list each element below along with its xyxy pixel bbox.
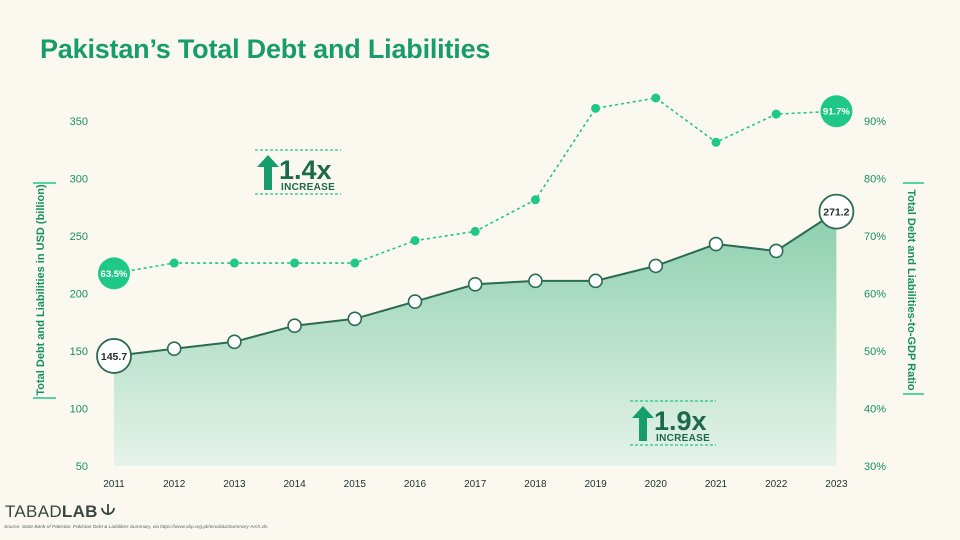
- x-tick: 2016: [404, 479, 427, 490]
- debt-point: [407, 294, 423, 309]
- annotation-text: INCREASE: [281, 182, 335, 193]
- debt-point: [528, 273, 543, 289]
- data-label: 91.7%: [823, 107, 850, 118]
- y-tick-left: 300: [70, 174, 88, 186]
- ratio-point: [410, 236, 420, 246]
- y-tick-left: 200: [70, 289, 88, 301]
- x-tick: 2020: [645, 479, 668, 490]
- data-label: 63.5%: [101, 269, 128, 280]
- arrow-up-icon: [632, 406, 654, 441]
- x-tick: 2018: [524, 479, 547, 490]
- debt-point: [347, 311, 363, 327]
- ratio-point: [169, 258, 179, 268]
- annotation-value: 1.4x: [279, 155, 332, 185]
- y-axis-label-left: Total Debt and Liabilities in USD (billi…: [35, 184, 47, 396]
- ratio-point: [470, 226, 480, 236]
- ratio-series: 63.5% 91.7%: [98, 93, 853, 290]
- ratio-point: [820, 95, 853, 128]
- x-tick: 2014: [283, 479, 306, 490]
- x-tick: 2023: [825, 479, 848, 490]
- source-note: Source: State Bank of Pakistan, Pakistan…: [4, 525, 269, 530]
- debt-point: [768, 243, 784, 259]
- debt-point: [96, 338, 132, 374]
- brand-logo: TABADLAB: [5, 502, 117, 522]
- y-tick-left: 150: [70, 346, 88, 358]
- debt-point: [166, 341, 182, 357]
- ratio-point: [229, 258, 239, 268]
- ratio-point: [591, 103, 601, 113]
- debt-point: [287, 318, 302, 334]
- ratio-point: [771, 109, 781, 119]
- ratio-point: [290, 258, 300, 268]
- ratio-point: [530, 195, 540, 205]
- ratio-point: [651, 93, 661, 103]
- x-tick: 2022: [765, 479, 788, 490]
- debt-point: [588, 273, 603, 289]
- annotation-text: INCREASE: [656, 433, 710, 444]
- ratio-point: [350, 258, 360, 268]
- y-tick-right: 90%: [864, 116, 886, 128]
- x-tick: 2011: [103, 479, 125, 490]
- arrow-up-icon: [257, 155, 279, 190]
- logo-text-left: TABAD: [5, 502, 62, 521]
- area-layer: [114, 211, 837, 466]
- debt-point: [818, 193, 855, 230]
- y-tick-right: 40%: [864, 404, 886, 416]
- debt-area: [114, 211, 837, 466]
- ratio-point: [98, 257, 130, 290]
- debt-series: 145.7 271.2: [96, 193, 855, 374]
- y-tick-left: 250: [70, 231, 88, 243]
- y-tick-left: 100: [70, 404, 88, 416]
- y-axis-label-right: Total Debt and Liabilities-to-GDP Ratio: [905, 189, 917, 391]
- x-tick: 2021: [705, 479, 728, 490]
- debt-point: [227, 334, 242, 350]
- ratio-point: [711, 137, 721, 147]
- y-tick-right: 30%: [864, 461, 886, 473]
- debt-point: [648, 258, 664, 274]
- y-tick-left: 50: [76, 461, 88, 473]
- annotation-value: 1.9x: [654, 406, 707, 436]
- data-label: 271.2: [823, 207, 849, 219]
- y-tick-right: 80%: [864, 174, 886, 186]
- y-tick-right: 60%: [864, 289, 886, 301]
- debt-point: [467, 276, 483, 292]
- x-tick: 2015: [344, 479, 367, 490]
- y-axis-right: 30% 40% 50% 60% 70% 80% 90% Total Debt and Liab…: [864, 116, 924, 473]
- y-tick-left: 350: [70, 116, 88, 128]
- logo-mark-icon: [100, 504, 115, 515]
- chart-title: Pakistan’s Total Debt and Liabilities: [40, 34, 491, 64]
- y-tick-right: 70%: [864, 231, 886, 243]
- x-axis: 2011 2012 2013 2014 2015 2016 2017 2018 2019 2020…: [103, 479, 848, 490]
- x-tick: 2012: [163, 479, 186, 490]
- x-tick: 2017: [464, 479, 487, 490]
- y-axis-left: 50 100 150 200 250 300 350 Total Debt and Liabi…: [33, 116, 88, 473]
- y-tick-right: 50%: [864, 346, 886, 358]
- data-label: 145.7: [101, 351, 127, 363]
- x-tick: 2019: [584, 479, 607, 490]
- debt-point: [708, 236, 724, 252]
- logo-text-right: LAB: [61, 502, 98, 521]
- x-tick: 2013: [223, 479, 246, 490]
